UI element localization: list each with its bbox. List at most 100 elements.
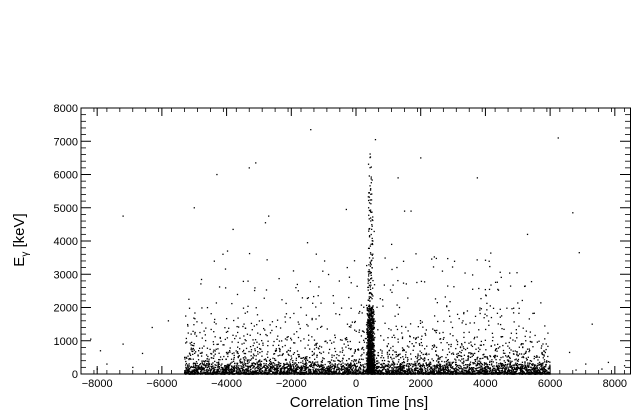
data-point <box>217 366 219 368</box>
data-point <box>522 365 525 367</box>
data-point <box>548 372 551 374</box>
data-point <box>376 362 379 365</box>
data-point <box>401 332 403 334</box>
data-point <box>272 371 275 373</box>
data-point <box>188 357 190 360</box>
data-point <box>273 340 275 343</box>
data-point <box>532 372 534 374</box>
data-point <box>460 352 462 354</box>
data-point <box>198 366 200 369</box>
data-point <box>544 325 546 327</box>
data-point <box>402 260 405 262</box>
data-point <box>329 369 331 371</box>
data-point <box>259 333 261 336</box>
data-point <box>453 370 455 372</box>
data-point <box>490 373 492 375</box>
data-point <box>543 355 545 357</box>
data-point <box>287 368 290 370</box>
data-point <box>216 371 218 373</box>
data-point <box>233 319 235 322</box>
data-point <box>322 366 325 368</box>
data-point <box>518 307 520 310</box>
data-point <box>517 354 519 357</box>
data-point <box>287 349 289 352</box>
data-point <box>423 357 426 359</box>
data-point <box>310 363 313 365</box>
data-point <box>513 373 515 375</box>
data-point <box>524 372 526 375</box>
data-point <box>200 355 203 357</box>
data-point <box>495 365 498 368</box>
data-point <box>323 372 326 374</box>
data-point <box>379 349 382 351</box>
data-point <box>516 367 518 369</box>
data-point <box>422 373 425 375</box>
data-point <box>488 373 490 375</box>
data-point <box>273 366 275 369</box>
data-point <box>251 362 253 365</box>
data-point <box>444 367 447 369</box>
data-point <box>493 368 495 370</box>
data-point <box>308 372 310 375</box>
data-point <box>249 368 252 371</box>
data-point <box>467 355 469 357</box>
data-point <box>226 337 229 339</box>
data-point <box>308 373 310 375</box>
data-point <box>320 361 322 363</box>
data-point <box>265 370 267 372</box>
data-point <box>450 373 452 375</box>
data-point <box>513 366 515 368</box>
data-point <box>485 294 487 296</box>
data-point <box>186 357 188 359</box>
data-point <box>529 362 531 365</box>
data-point <box>400 372 402 374</box>
data-point <box>232 371 234 374</box>
data-point <box>463 372 465 375</box>
data-point <box>498 364 500 367</box>
data-point <box>547 371 549 373</box>
data-point <box>218 368 221 370</box>
data-point <box>510 349 512 351</box>
data-point <box>242 350 244 353</box>
data-point <box>312 373 314 375</box>
data-point <box>278 365 280 368</box>
data-point <box>442 338 445 340</box>
data-point <box>199 370 202 373</box>
data-point <box>203 369 205 371</box>
data-point <box>329 360 331 363</box>
data-point <box>244 364 246 366</box>
data-point <box>541 362 543 365</box>
data-point <box>411 373 413 375</box>
data-point <box>548 366 550 368</box>
data-point <box>241 343 243 345</box>
data-point <box>295 369 298 371</box>
data-point <box>360 371 362 373</box>
data-point <box>444 370 446 373</box>
data-point <box>531 341 533 343</box>
data-point <box>320 369 322 371</box>
data-point <box>437 373 439 375</box>
data-point <box>227 365 229 368</box>
data-point <box>194 372 197 375</box>
data-point <box>305 364 307 367</box>
data-point <box>191 344 194 347</box>
data-point <box>457 352 459 355</box>
data-point <box>294 369 297 372</box>
data-point <box>301 357 303 359</box>
data-point <box>479 364 481 366</box>
data-point <box>446 353 449 356</box>
data-point <box>486 364 489 366</box>
data-point <box>353 363 356 365</box>
data-point <box>410 372 412 374</box>
data-point <box>234 373 236 375</box>
data-point <box>401 366 403 368</box>
data-point <box>338 360 341 362</box>
data-point <box>431 258 433 260</box>
data-point <box>231 361 233 363</box>
data-point <box>438 372 440 374</box>
data-point <box>510 372 512 374</box>
data-point <box>304 364 307 366</box>
data-point <box>510 372 513 375</box>
data-point <box>525 352 527 354</box>
